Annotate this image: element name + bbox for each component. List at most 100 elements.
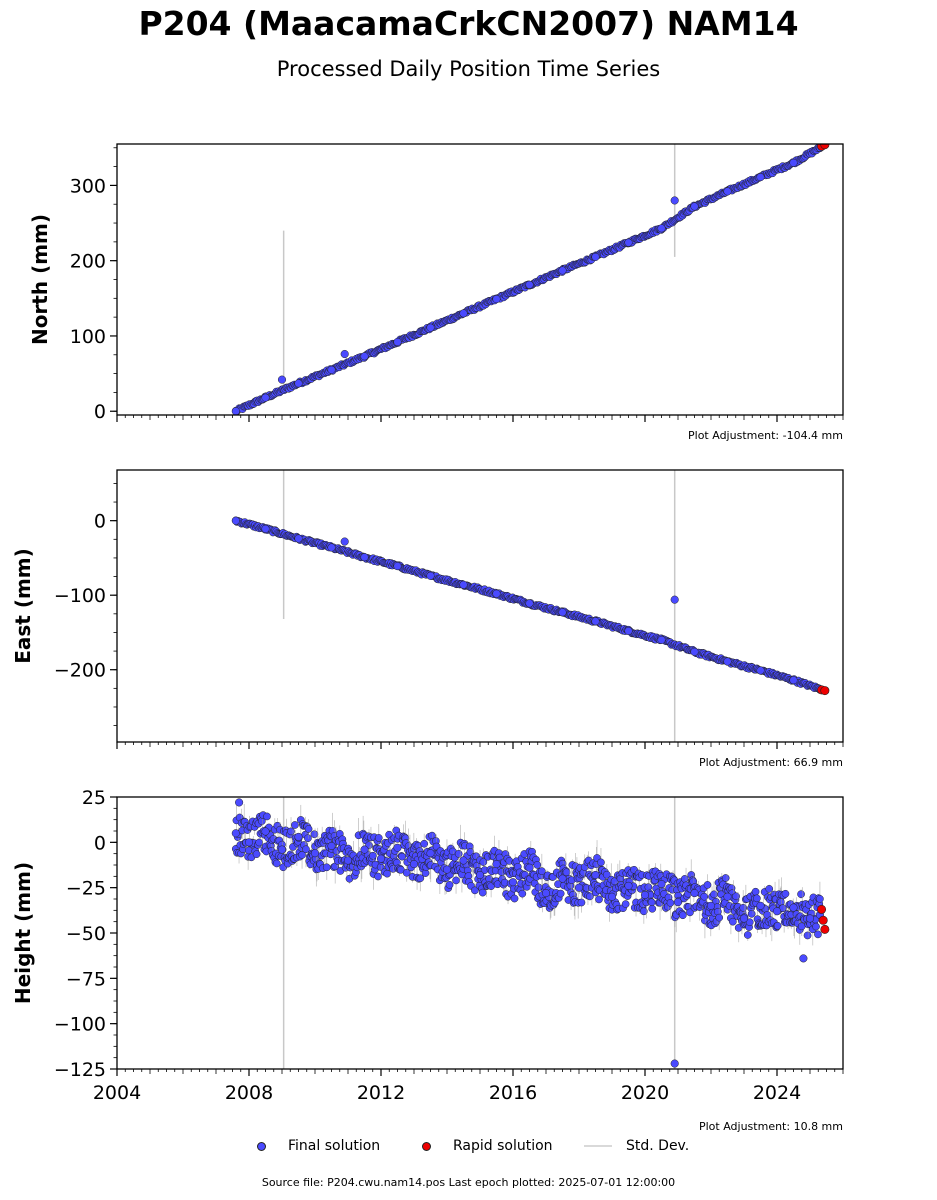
height-final-point (541, 889, 551, 898)
height-final-point (715, 913, 724, 922)
east-outlier-point (670, 595, 679, 604)
height-final-point (673, 898, 683, 907)
height-final-point (416, 874, 425, 883)
legend-rapid-label: Rapid solution (453, 1138, 553, 1154)
height-x-tick-label: 2020 (621, 1082, 669, 1104)
north-outlier-point (670, 196, 679, 205)
height-final-point (690, 889, 699, 898)
north-rapid-point (820, 144, 830, 150)
height-final-point (479, 858, 488, 866)
height-x-tick-label: 2024 (753, 1082, 801, 1104)
height-rapid-point (817, 904, 827, 914)
east-plot-adjustment: Plot Adjustment: 66.9 mm (699, 756, 843, 769)
east-final-point (459, 580, 468, 589)
height-final-point (510, 894, 519, 903)
height-final-point (445, 880, 454, 889)
north-final-solution-points (231, 144, 824, 415)
east-final-point (558, 608, 567, 617)
east-outlier-point (340, 537, 349, 546)
height-final-point (556, 889, 565, 898)
north-final-point (624, 238, 633, 247)
height-final-point (383, 869, 392, 878)
height-outlier-point (235, 798, 244, 807)
legend-stddev: Std. Dev. (584, 1138, 689, 1154)
height-final-point (508, 878, 518, 887)
height-final-point (805, 914, 815, 923)
north-final-point (492, 295, 501, 304)
east-final-point (657, 635, 666, 644)
height-final-point (591, 870, 600, 880)
height-y-tick-label: 0 (94, 832, 106, 854)
height-final-point (475, 870, 485, 880)
height-final-point (310, 849, 320, 858)
height-final-point (304, 834, 312, 843)
height-final-point (595, 895, 603, 904)
height-final-point (255, 838, 264, 847)
height-final-point (492, 860, 501, 869)
north-final-point (756, 173, 765, 182)
height-final-point (244, 838, 254, 847)
height-y-tick-label: −50 (66, 923, 106, 945)
height-final-point (710, 890, 718, 899)
height-final-point (525, 863, 534, 872)
east-y-tick-label: −200 (54, 660, 106, 682)
east-final-point (756, 666, 765, 675)
height-final-point (686, 908, 694, 917)
height-final-point (745, 918, 754, 927)
height-final-point (231, 829, 240, 838)
height-final-point (558, 874, 567, 883)
height-final-point (376, 854, 386, 863)
north-y-tick-label: 200 (70, 251, 106, 273)
height-y-tick-label: −25 (66, 878, 106, 900)
height-final-point (739, 914, 749, 923)
north-final-point (327, 365, 336, 374)
height-final-point (814, 930, 822, 939)
height-final-point (534, 883, 543, 892)
legend-final-label: Final solution (288, 1138, 381, 1154)
height-final-point (304, 825, 313, 833)
north-outlier-point (340, 349, 349, 359)
height-rapid-point (818, 915, 828, 925)
height-final-point (454, 850, 463, 858)
chart-subtitle: Processed Daily Position Time Series (276, 57, 661, 81)
height-final-point (647, 898, 656, 907)
chart-title: P204 (MaacamaCrkCN2007) NAM14 (138, 4, 799, 43)
height-final-point (272, 859, 281, 868)
height-final-point (327, 841, 336, 851)
north-final-point (231, 407, 240, 415)
north-outlier-point (277, 375, 287, 384)
east-final-point (393, 562, 402, 571)
north-final-point (657, 224, 666, 233)
legend-rapid-marker (422, 1141, 431, 1151)
height-final-point (426, 849, 435, 858)
height-final-point (398, 852, 406, 861)
height-final-point (624, 881, 633, 890)
north-final-point (393, 337, 402, 347)
height-final-point (393, 843, 402, 852)
height-final-point (420, 839, 429, 848)
east-final-point (327, 543, 336, 552)
height-final-point (459, 856, 468, 865)
height-final-point (322, 863, 331, 872)
height-final-point (452, 876, 460, 885)
north-y-tick-label: 100 (70, 326, 106, 348)
north-plot-area (231, 144, 830, 415)
height-final-point (537, 867, 546, 876)
height-final-point (732, 892, 740, 901)
height-final-point (789, 903, 798, 912)
east-rapid-point (820, 686, 830, 696)
height-final-point (657, 879, 666, 889)
height-final-point (263, 812, 271, 821)
height-x-tick-label: 2004 (93, 1082, 141, 1104)
east-final-point (624, 626, 633, 636)
height-rapid-point (820, 924, 830, 934)
height-final-point (803, 931, 812, 940)
height-outlier-point (799, 954, 808, 963)
height-final-point (772, 907, 782, 916)
height-final-point (703, 881, 712, 889)
east-y-tick-label: 0 (94, 511, 106, 533)
height-final-point (797, 890, 805, 899)
north-y-tick-label: 0 (94, 401, 106, 423)
height-final-point (562, 868, 571, 877)
